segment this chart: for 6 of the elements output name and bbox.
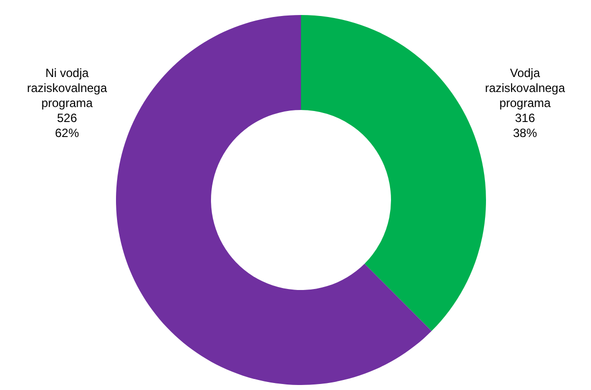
data-label: 526 62% [54, 111, 80, 140]
slice-label: Vodja raziskovalnega programa [484, 66, 566, 110]
slice-label: Ni vodja raziskovalnega programa [26, 66, 108, 110]
donut-slice [116, 15, 432, 385]
donut-slice [301, 15, 486, 332]
data-label: 316 38% [512, 111, 538, 140]
